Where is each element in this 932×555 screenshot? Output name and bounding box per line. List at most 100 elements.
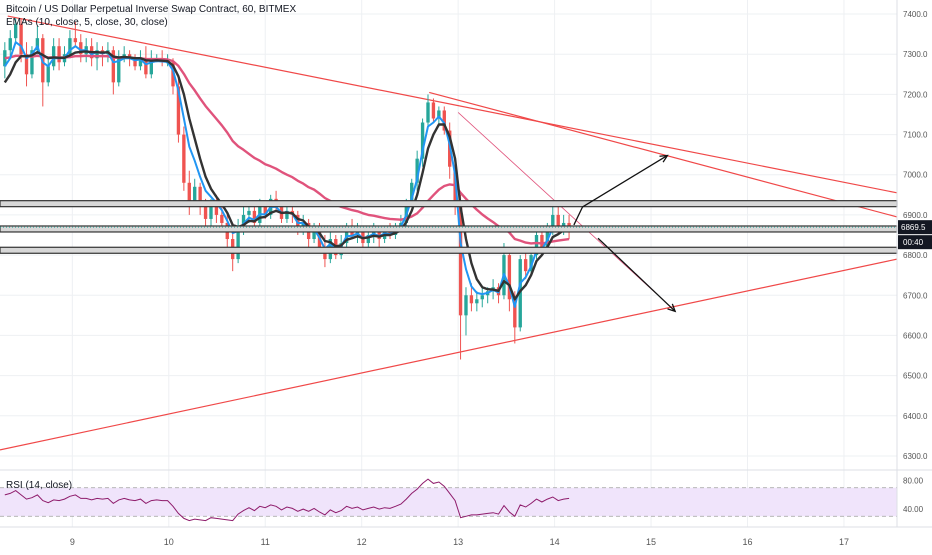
time-tick-label: 15 (646, 537, 656, 547)
price-tick-label: 6400.0 (903, 412, 928, 421)
rsi-panel (0, 478, 897, 522)
candle-body (73, 38, 78, 43)
projection-arrow (597, 237, 676, 312)
price-tick-label: 6800.0 (903, 251, 928, 260)
time-tick-label: 14 (550, 537, 560, 547)
candle-body (220, 214, 224, 223)
candle-body (344, 226, 349, 244)
rsi-tick-label: 40.00 (903, 505, 924, 514)
grid-layer (0, 0, 897, 527)
price-tick-label: 6900.0 (903, 211, 928, 220)
price-tick-label: 7300.0 (903, 50, 928, 59)
candle-body (469, 295, 474, 304)
candle-body (252, 210, 257, 223)
candle-body (556, 214, 560, 231)
chart-title: Bitcoin / US Dollar Perpetual Inverse Sw… (6, 4, 297, 15)
candle-body (35, 38, 40, 51)
ema-legend: EMAs (10, close, 5, close, 30, close) (6, 17, 168, 28)
candle-body (79, 42, 83, 55)
candle-body (241, 214, 246, 227)
candle-body (30, 50, 34, 75)
candle-body (149, 58, 153, 75)
candle-body (426, 102, 430, 123)
candle-body (551, 214, 555, 231)
arrow-layer (573, 154, 677, 313)
candle-body (437, 110, 441, 119)
rsi-line (4, 478, 570, 522)
time-tick-label: 9 (70, 537, 75, 547)
candle-body (415, 158, 419, 183)
candle-body (117, 58, 121, 83)
candle-body (13, 24, 18, 39)
horizontal-level (0, 200, 898, 208)
candle-body (285, 210, 289, 219)
arrow-head (667, 303, 677, 313)
candle-body (182, 134, 186, 183)
trendline (7, 15, 898, 194)
candle-body (214, 206, 219, 215)
ema-10-line (3, 50, 570, 301)
candle-body (144, 58, 148, 75)
last-price-label: 6869.5 (901, 223, 926, 232)
ema-30-line (4, 54, 570, 245)
candle-body (46, 66, 50, 83)
candle-body (312, 226, 316, 240)
candle-body (203, 206, 208, 219)
candle-body (420, 122, 425, 159)
price-tick-label: 6600.0 (903, 331, 928, 340)
price-tick-label: 6500.0 (903, 372, 928, 381)
candle-body (507, 255, 512, 300)
projection-arrow (573, 206, 584, 226)
candle-body (236, 226, 240, 260)
time-tick-label: 17 (839, 537, 849, 547)
candle-body (198, 186, 202, 207)
candle-body (567, 222, 571, 227)
candle-body (480, 295, 484, 300)
candle-body (263, 206, 267, 215)
last-price-tag (898, 220, 932, 235)
time-tick-label: 12 (357, 537, 367, 547)
candle-body (171, 62, 175, 87)
trendline (0, 258, 898, 451)
candle-body (534, 235, 539, 256)
candle-body (138, 58, 143, 67)
candle-body (19, 24, 23, 55)
candle-body (57, 46, 61, 63)
candle-body (366, 235, 371, 244)
candle-body (193, 186, 197, 203)
candle-body (523, 259, 528, 272)
price-tick-label: 7000.0 (903, 171, 928, 180)
candle-body (410, 182, 414, 203)
time-tick-label: 16 (742, 537, 752, 547)
ema-layer (3, 41, 570, 308)
time-tick-label: 11 (261, 537, 270, 547)
price-tick-label: 6300.0 (903, 452, 928, 461)
candle-body (95, 50, 99, 59)
candle-body (529, 255, 533, 272)
candle-body (247, 210, 251, 215)
candle-body (442, 110, 446, 131)
candle-body (187, 182, 191, 203)
candle-body (133, 58, 137, 67)
price-tick-label: 7400.0 (903, 10, 928, 19)
rsi-legend: RSI (14, close) (6, 480, 73, 491)
time-tick-label: 10 (164, 537, 174, 547)
rsi-tick-label: 80.00 (903, 477, 924, 486)
countdown-label: 00:40 (903, 238, 924, 247)
candle-body (464, 295, 468, 316)
time-tick-label: 13 (453, 537, 463, 547)
price-tick-label: 7200.0 (903, 90, 928, 99)
trendline (429, 91, 898, 218)
candle-body (24, 54, 29, 75)
price-tick-label: 7100.0 (903, 131, 928, 140)
price-tick-label: 6700.0 (903, 291, 928, 300)
candle-body (209, 206, 213, 219)
candle-body (111, 50, 116, 83)
candle-body (475, 299, 479, 304)
horizontal-level (0, 246, 898, 254)
candle-body (377, 230, 381, 240)
candle-body (176, 86, 181, 135)
